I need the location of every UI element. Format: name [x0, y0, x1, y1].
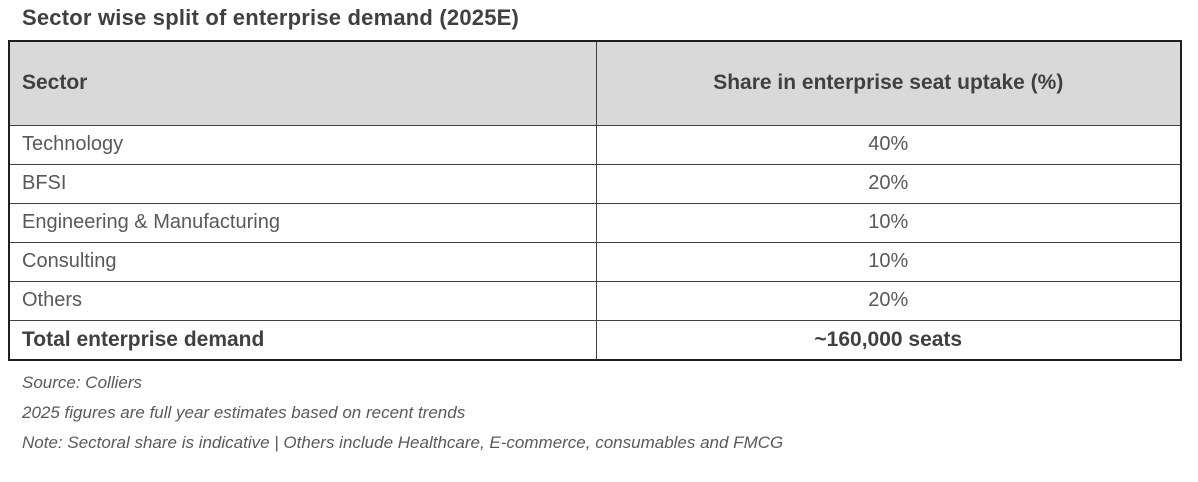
share-cell: 20% — [595, 280, 1182, 321]
share-cell: 10% — [595, 241, 1182, 282]
total-value-cell: ~160,000 seats — [595, 319, 1182, 361]
table-row: Engineering & Manufacturing 10% — [8, 202, 1182, 243]
column-header-share: Share in enterprise seat uptake (%) — [595, 40, 1182, 126]
share-cell: 40% — [595, 124, 1182, 165]
sector-demand-table: Sector Share in enterprise seat uptake (… — [8, 40, 1182, 361]
footnotes: Source: Colliers 2025 figures are full y… — [22, 368, 1198, 458]
sector-cell: BFSI — [8, 163, 597, 204]
source-note: Source: Colliers — [22, 373, 142, 392]
estimate-note: 2025 figures are full year estimates bas… — [22, 403, 466, 422]
share-cell: 20% — [595, 163, 1182, 204]
sector-cell: Consulting — [8, 241, 597, 282]
sector-cell: Others — [8, 280, 597, 321]
table-row: Consulting 10% — [8, 241, 1182, 282]
sector-cell: Engineering & Manufacturing — [8, 202, 597, 243]
table-row: Others 20% — [8, 280, 1182, 321]
total-label-cell: Total enterprise demand — [8, 319, 597, 361]
column-header-sector: Sector — [8, 40, 597, 126]
table-row: BFSI 20% — [8, 163, 1182, 204]
total-row: Total enterprise demand ~160,000 seats — [8, 319, 1182, 361]
sector-cell: Technology — [8, 124, 597, 165]
figure: Sector wise split of enterprise demand (… — [0, 5, 1198, 482]
sectoral-note: Note: Sectoral share is indicative | Oth… — [22, 433, 784, 452]
share-cell: 10% — [595, 202, 1182, 243]
table-row: Technology 40% — [8, 124, 1182, 165]
header-row: Sector Share in enterprise seat uptake (… — [8, 40, 1182, 126]
figure-title: Sector wise split of enterprise demand (… — [22, 5, 520, 30]
